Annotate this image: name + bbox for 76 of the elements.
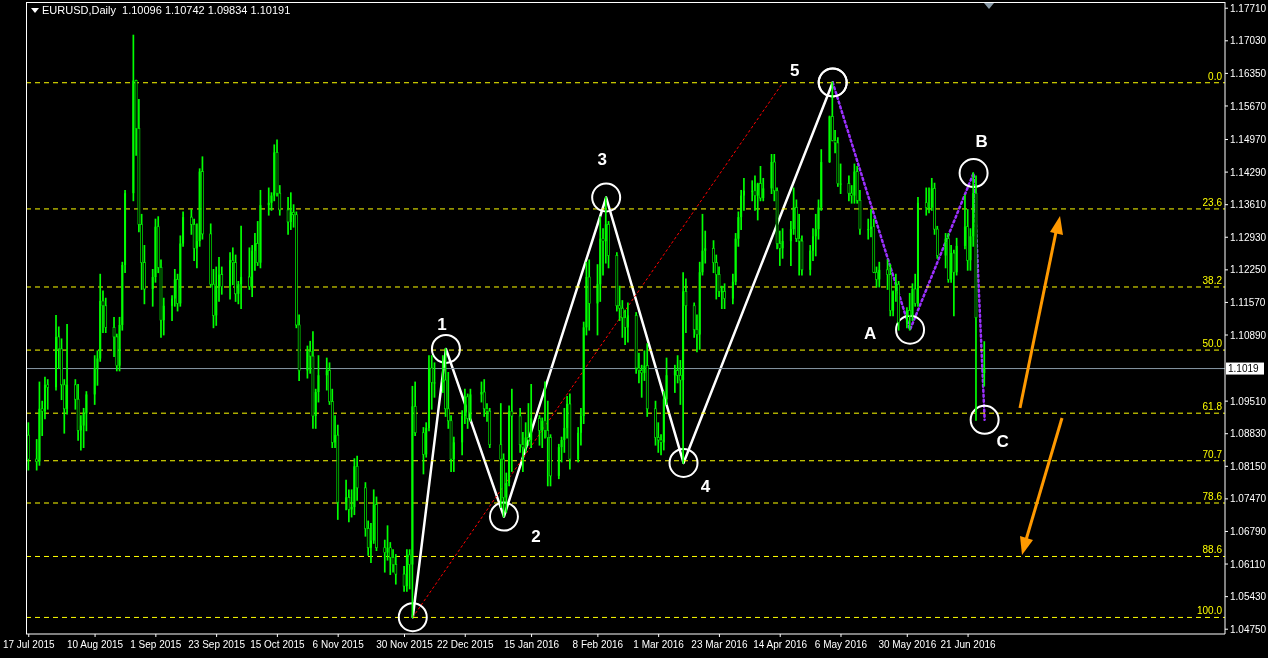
ref-line-label: 50.0 [1202,338,1223,350]
annotation: C [996,432,1009,452]
y-tick-label: 1.05430 [1230,591,1267,603]
x-tick-label: 1 Sep 2015 [130,639,182,651]
y-tick-label: 1.17030 [1230,35,1267,47]
candlestick [924,187,928,216]
x-tick-label: 21 Jun 2016 [940,639,997,651]
ref-line-label: 61.8 [1202,401,1223,413]
y-tick-label: 1.16350 [1230,67,1267,79]
y-tick-label: 1.08830 [1230,428,1267,440]
candlestick [853,163,856,204]
point [430,333,461,364]
candlestick [240,225,243,310]
y-tick-label: 1.12250 [1230,264,1267,276]
annotation: 3 [597,149,607,169]
y-tick-label: 1.12930 [1230,231,1267,243]
candlestick [27,422,30,471]
candlestick [411,385,414,619]
candlestick [723,283,726,310]
y-tick-label: 1.07470 [1230,493,1267,505]
y-tick-label: 1.06110 [1230,558,1266,570]
x-tick-label: 17 Jul 2015 [2,639,56,651]
ref-line-label: 78.6 [1202,491,1223,502]
y-tick-label: 1.14290 [1230,166,1267,178]
candlestick [538,415,541,446]
point [397,602,428,633]
y-tick-label: 1.09510 [1230,395,1267,407]
y-tick-label: 1.10890 [1230,329,1267,341]
annotation: 4 [700,477,711,497]
y-tick-label: 1.17710 [1230,2,1267,14]
candlestick [55,314,58,391]
x-tick-label: 30 Nov 2015 [376,639,434,651]
x-tick-label: 23 Mar 2016 [691,639,748,651]
x-tick-label: 6 Nov 2015 [312,639,365,651]
annotation: 5 [789,61,800,80]
x-tick-label: 6 May 2016 [814,639,868,651]
annotation: 2 [531,527,541,547]
x-tick-label: 30 May 2016 [878,639,937,651]
y-tick-label: 1.04750 [1230,623,1267,635]
x-tick-label: 8 Feb 2016 [572,639,624,651]
ref-line-label: 100.0 [1196,605,1223,617]
annotation: A [863,324,877,344]
point [488,501,519,532]
ref-line-label: 70.7 [1202,448,1223,460]
y-tick-label: 1.11570 [1230,296,1266,308]
candlestick [466,393,469,429]
x-tick-label: 15 Jan 2016 [504,639,560,651]
candlestick [530,383,533,448]
candlestick [306,345,309,379]
candlestick [847,175,851,202]
candlestick [353,458,356,516]
y-tick-label: 1.13610 [1230,199,1267,211]
ref-line-label: 1.1019 [1228,363,1260,375]
y-tick-label: 1.06790 [1230,526,1267,538]
annotation: 1 [437,315,447,335]
annotation: B [975,131,988,151]
candlestick [828,115,831,163]
y-tick-label: 1.15670 [1230,100,1267,112]
ref-line-label: 23.6 [1202,196,1223,208]
candlestick [259,189,262,269]
y-tick-label: 1.14970 [1230,134,1267,146]
y-tick-label: 1.08150 [1230,460,1267,472]
x-tick-label: 23 Sep 2015 [188,639,246,651]
x-tick-label: 22 Dec 2015 [436,639,495,651]
x-tick-label: 15 Oct 2015 [250,639,306,651]
chart-title: EURUSD,Daily 1.10096 1.10742 1.09834 1.10191 [42,4,291,16]
x-tick-label: 1 Mar 2016 [633,639,685,651]
point [668,447,699,478]
x-tick-label: 10 Aug 2015 [66,639,124,651]
point [591,182,622,213]
candlestick [626,302,629,343]
x-tick-label: 14 Apr 2016 [753,639,808,651]
ref-line-label: 88.6 [1202,544,1223,556]
candlestick [878,261,881,288]
ref-line-label: 38.2 [1202,274,1223,286]
ref-line-label: 0.0 [1208,70,1223,82]
